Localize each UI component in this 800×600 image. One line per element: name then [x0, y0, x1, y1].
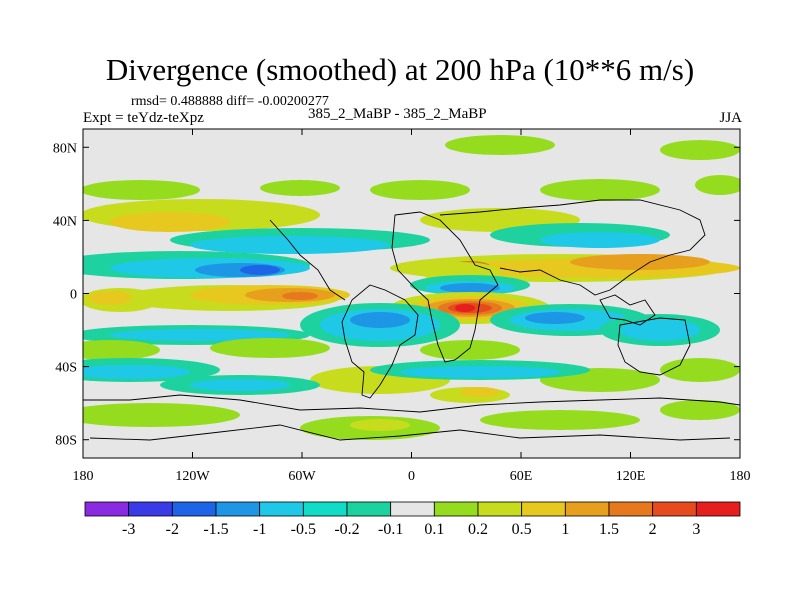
colorbar-swatch	[433, 501, 479, 517]
field-contour-region	[440, 283, 500, 293]
season-label: JJA	[719, 110, 742, 126]
x-tick-label: 60E	[510, 469, 533, 484]
y-tick-label: 80S	[55, 434, 77, 449]
colorbar-swatch	[302, 501, 348, 517]
coastline-africa	[391, 211, 499, 363]
field-contour-region	[110, 329, 290, 341]
field-contour-region	[460, 387, 500, 397]
field-contour-region	[350, 419, 410, 431]
colorbar-swatch	[259, 501, 304, 517]
y-axis: 80N 40N 0 40S 80S	[53, 141, 740, 449]
field-contour-region	[240, 265, 280, 275]
field-contour-region	[83, 340, 160, 360]
field-contour-region	[210, 338, 330, 358]
field-contour-region	[260, 180, 340, 196]
y-tick-label: 40N	[53, 214, 77, 229]
colorbar-swatch	[171, 501, 217, 517]
y-tick-label: 80N	[53, 141, 77, 156]
colorbar-swatch	[477, 501, 523, 517]
colorbar-label: -3	[122, 521, 135, 538]
field-contour-region	[660, 400, 740, 420]
coastline-south-america	[341, 284, 419, 399]
field-contour-region	[282, 292, 318, 300]
colorbar-swatch	[521, 501, 566, 517]
x-tick-label: 180	[73, 469, 94, 484]
field-contour-region	[370, 180, 470, 200]
colorbar: -3 -2 -1.5 -1 -0.5 -0.2 -0.1 0.1 0.2 0.5 1 1.5 2 3	[84, 501, 741, 538]
field-contour-region	[420, 340, 520, 360]
coastline-antarctica	[83, 394, 740, 413]
field-contour-region	[83, 180, 200, 200]
colorbar-swatch	[215, 501, 261, 517]
colorbar-label: 1	[561, 521, 569, 538]
colorbar-label: -2	[166, 521, 179, 538]
field-contour-region	[480, 410, 640, 430]
field-contour-region	[83, 403, 240, 427]
coastline-antarctic-inner	[89, 424, 731, 441]
field-contour-region	[400, 366, 560, 378]
colorbar-label: 2	[649, 521, 657, 538]
field-contour-region	[110, 212, 230, 232]
field-contour-region	[445, 135, 555, 155]
colorbar-label: -0.5	[291, 521, 316, 538]
stats-label: rmsd= 0.488888 diff= -0.00200277	[131, 94, 329, 109]
field-contour-region	[83, 365, 190, 379]
colorbar-label: -1.5	[203, 521, 228, 538]
field-contour-region	[660, 140, 740, 160]
field-contour-region	[455, 304, 475, 312]
chart-title: Divergence (smoothed) at 200 hPa (10**6 …	[105, 52, 695, 87]
colorbar-swatch	[695, 501, 741, 517]
field-contour-region	[660, 358, 740, 382]
colorbar-swatch	[564, 501, 610, 517]
colorbar-label: 0.5	[512, 521, 532, 538]
x-tick-label: 120E	[616, 469, 646, 484]
coastline-maritime-continent	[599, 294, 656, 326]
field-contour-region	[190, 236, 390, 254]
colorbar-swatch	[128, 501, 173, 517]
runs-label: 385_2_MaBP - 385_2_MaBP	[308, 106, 487, 122]
field-contour-region	[540, 179, 660, 201]
x-tick-label: 180	[730, 469, 751, 484]
colorbar-swatch	[84, 501, 130, 517]
x-tick-label: 0	[408, 469, 415, 484]
colorbar-label: -0.2	[334, 521, 359, 538]
field-contour-region	[525, 312, 585, 324]
field-contour-region	[190, 379, 290, 391]
field-contour-region	[540, 232, 660, 248]
coastlines	[83, 199, 740, 441]
colorbar-label: -1	[253, 521, 266, 538]
field-contour-region	[695, 175, 740, 195]
coastline-eurasia	[439, 199, 706, 296]
colorbar-swatch	[608, 501, 654, 517]
field-contour-region	[88, 291, 132, 305]
y-tick-label: 40S	[55, 361, 77, 376]
colorbar-swatch	[346, 501, 392, 517]
y-tick-label: 0	[70, 288, 77, 303]
colorbar-label: 1.5	[599, 521, 619, 538]
coastline-australia	[617, 317, 691, 376]
field-contour-region	[350, 312, 410, 328]
x-axis: 180 120W 60W 0 60E 120E 180	[73, 129, 751, 484]
colorbar-label: -0.1	[378, 521, 403, 538]
colorbar-label: 0.1	[424, 521, 444, 538]
experiment-label: Expt = teYdz-teXpz	[83, 110, 204, 126]
colorbar-swatch	[390, 501, 435, 517]
colorbar-label: 0.2	[468, 521, 488, 538]
field-contour-region	[570, 254, 710, 270]
x-tick-label: 60W	[288, 469, 316, 484]
divergence-field	[83, 135, 740, 440]
colorbar-label: 3	[692, 521, 700, 538]
x-tick-label: 120W	[175, 469, 210, 484]
coastline-central-america	[269, 219, 346, 301]
colorbar-swatch	[652, 501, 697, 517]
